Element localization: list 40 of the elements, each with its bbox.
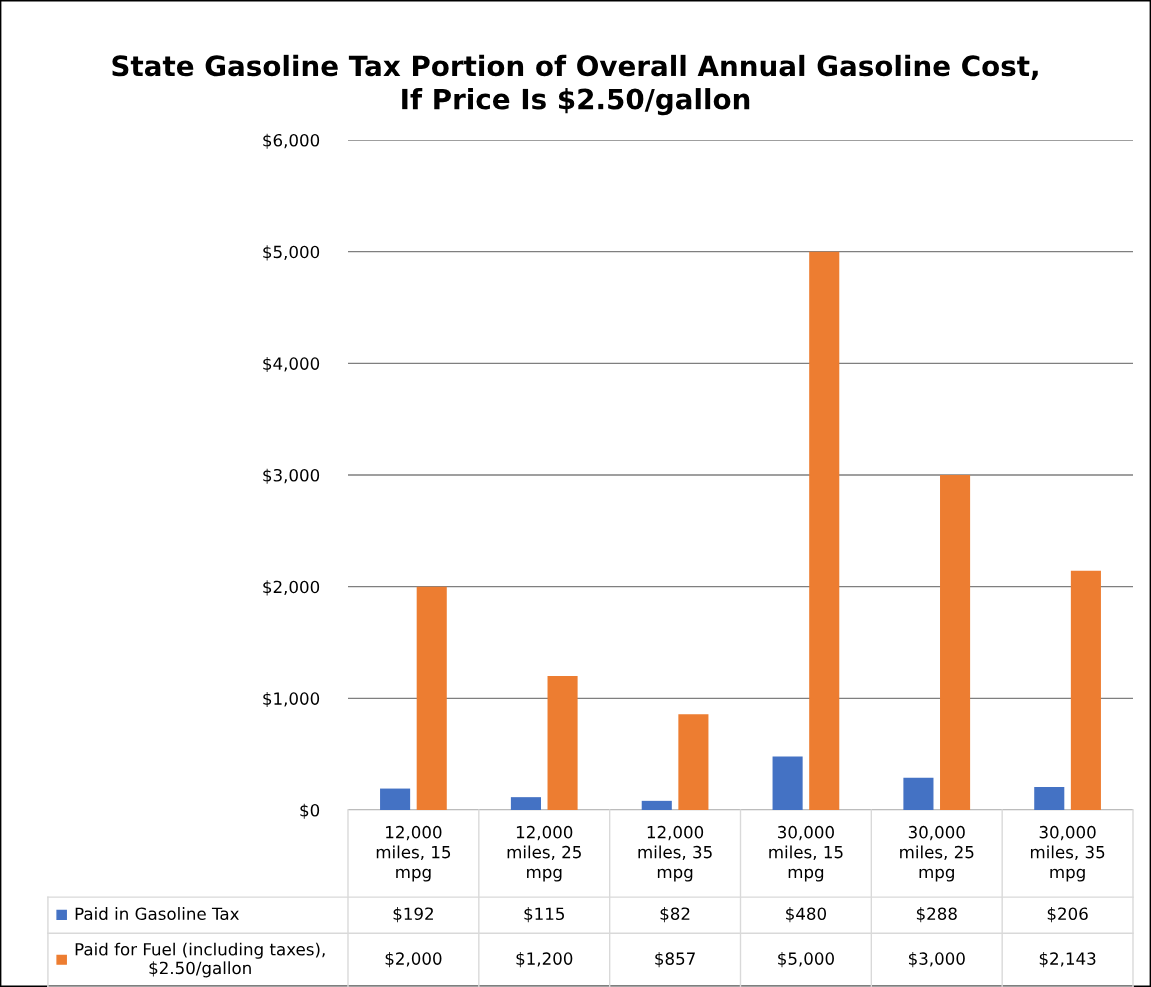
bar [1034, 787, 1065, 810]
data-label: $192 [393, 907, 433, 923]
bar [772, 756, 803, 810]
bar [678, 714, 709, 810]
y-tick-label: $1,000 [263, 692, 320, 708]
x-tick-label: 30,000 miles, 35 mpg [1030, 825, 1105, 882]
data-label: $3,000 [908, 952, 965, 968]
data-label: $857 [655, 952, 695, 968]
bar [641, 800, 672, 810]
bar [547, 676, 578, 810]
chart-title: State Gasoline Tax Portion of Overall Annual Gasoline Cost, If Price Is $2.50/gallon [112, 54, 1038, 116]
x-tick-label: 12,000 miles, 25 mpg [507, 825, 581, 882]
x-tick-label: 12,000 miles, 35 mpg [638, 825, 712, 882]
y-tick-label: $6,000 [263, 133, 320, 149]
bar [416, 586, 447, 810]
y-tick-label: $2,000 [263, 580, 320, 596]
bar [809, 251, 840, 810]
data-label: $2,143 [1039, 952, 1096, 968]
data-label: $480 [786, 907, 827, 923]
x-tick-label: 12,000 miles, 15 mpg [376, 825, 451, 882]
x-tick-label: 30,000 miles, 25 mpg [900, 825, 974, 882]
bar [510, 797, 541, 810]
y-tick-label: $4,000 [263, 357, 320, 373]
y-tick-label: $0 [300, 803, 320, 819]
data-label: $206 [1047, 907, 1088, 923]
bar [903, 777, 934, 810]
legend-label: Paid for Fuel (including taxes), $2.50/gallon [75, 942, 325, 978]
data-label: $2,000 [385, 952, 442, 968]
data-label: $288 [916, 907, 957, 923]
bar [940, 475, 971, 810]
x-tick-label: 30,000 miles, 15 mpg [769, 825, 843, 882]
data-label: $1,200 [516, 952, 573, 968]
legend-label: Paid in Gasoline Tax [75, 907, 239, 921]
data-label: $5,000 [778, 952, 834, 968]
y-tick-label: $5,000 [263, 245, 320, 261]
bar [380, 788, 411, 810]
y-tick-label: $3,000 [263, 468, 320, 484]
data-label: $82 [660, 907, 690, 923]
bar [1070, 570, 1101, 810]
data-label: $115 [524, 907, 564, 923]
